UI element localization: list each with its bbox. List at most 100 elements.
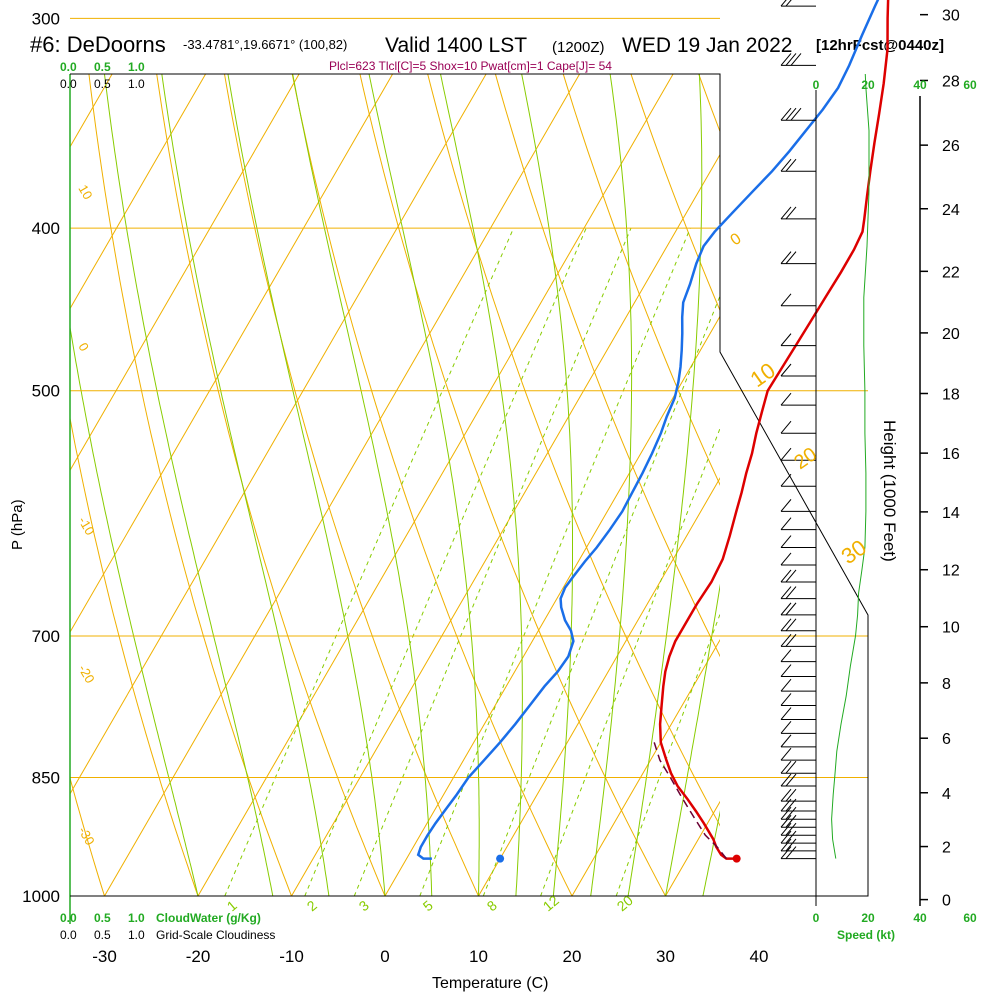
valid-time: Valid 1400 LST (385, 34, 527, 57)
isotherm--60 (70, 74, 300, 472)
wind-barb-flag-0-0 (780, 846, 792, 859)
wind-barb-flag-34-1 (785, 251, 797, 264)
height-tick-label-2: 2 (942, 840, 951, 857)
mixing-ratio-label-8: 8 (484, 897, 500, 914)
mixing-ratio-label-20: 20 (614, 892, 636, 914)
forecast-label: [12hrFcst@0440z] (816, 37, 944, 54)
moist-adiabat--6 (161, 74, 330, 896)
wind-barb-flag-36-1 (785, 158, 797, 172)
mixing-ratio-line-3 (353, 227, 632, 896)
cloudwater-tick-1-top: 0.5 (94, 60, 111, 74)
moist-adiabats (70, 74, 720, 896)
isobars (70, 17, 868, 897)
mixing-ratio-line-5 (419, 227, 691, 896)
moist-adiabat-26 (627, 74, 703, 896)
cloudiness-tick-2-top: 1.0 (128, 77, 145, 91)
wind-speed-tick-bottom-20: 20 (861, 911, 875, 925)
wind-barb-flag-39-1 (785, 0, 792, 7)
wind-barb-flag-21-0 (780, 586, 792, 599)
dry-adiabat--10 (88, 74, 292, 896)
surface-dewpoint-dot (496, 854, 505, 863)
wind-speed-tick-top-40: 40 (913, 78, 927, 92)
wind-barb-flag-3-0 (780, 822, 792, 836)
wind-barb-flag-37-1 (785, 107, 797, 121)
dry-adiabat-label-left-4: -30 (75, 824, 97, 848)
wind-speed-tick-bottom-60: 60 (963, 911, 977, 925)
wind-barb-flag-2-0 (780, 830, 792, 844)
dry-adiabat-50 (494, 74, 720, 658)
isotherm--20 (197, 74, 674, 896)
temperature-profile (658, 0, 890, 860)
wind-barb-flag-8-0 (780, 773, 792, 787)
dry-adiabat-60 (562, 74, 720, 486)
wind-barb-flag-22-0 (780, 569, 792, 583)
height-tick-label-26: 26 (942, 138, 960, 155)
height-tick-label-28: 28 (942, 73, 960, 90)
wind-barb-flag-15-0 (780, 678, 792, 692)
wind-barb-flag-14-0 (780, 693, 792, 706)
wind-barb-flag-4-0 (780, 814, 792, 828)
wind-barb-flag-12-0 (780, 721, 792, 734)
dry-adiabat-110 (815, 0, 1000, 896)
dry-adiabat-label-left-3: -20 (75, 662, 97, 686)
wind-speed-tick-top-20: 20 (861, 78, 875, 92)
moist-adiabat-5 (292, 74, 433, 896)
station-coords: -33.4781°,19.6671° (100,82) (183, 37, 347, 52)
moist-adiabat-10 (368, 74, 480, 896)
wind-barb-flag-8-1 (785, 773, 797, 787)
wind-barbs (780, 0, 816, 860)
sounding-profiles (416, 0, 890, 863)
dry-adiabat-10 (223, 74, 479, 896)
isotherm--90 (0, 74, 19, 896)
wind-barb-flag-19-0 (780, 618, 792, 632)
cloudiness-tick-2: 1.0 (128, 928, 145, 942)
wind-barb-flag-24-0 (780, 535, 792, 548)
wind-barb-flag-13-0 (780, 707, 792, 720)
height-tick-label-24: 24 (942, 202, 960, 219)
wind-barb-flag-7-1 (785, 788, 797, 802)
dry-adiabats (70, 0, 1000, 896)
isotherm--10 (291, 153, 720, 896)
dry-adiabat-40 (427, 74, 720, 827)
temperature-ticks: -30 -20 -10 0 10 20 30 40 (92, 947, 768, 966)
pressure-tick-1000: 1000 (22, 887, 60, 906)
isotherm-0 (384, 315, 720, 896)
dry-adiabat-label-right-0: 0 (728, 230, 745, 249)
mixing-ratio-lines (224, 227, 720, 896)
wind-barb-flag-10-0 (780, 747, 792, 761)
height-tick-label-4: 4 (942, 786, 951, 803)
wind-speed-line (831, 74, 870, 859)
height-tick-label-22: 22 (942, 264, 960, 281)
wind-barb-flag-20-1 (785, 602, 797, 616)
temp-tick-0: 0 (380, 947, 389, 966)
height-tick-label-14: 14 (942, 505, 960, 522)
height-tick-label-20: 20 (942, 326, 960, 343)
temp-tick-40: 40 (750, 947, 769, 966)
wind-barb-flag-7-0 (780, 788, 792, 802)
wind-speed-scale-top: 0 20 40 60 (813, 78, 977, 92)
mixing-ratio-line-1 (224, 227, 515, 896)
pressure-tick-500: 500 (32, 382, 60, 401)
wind-barb-flag-36-0 (780, 158, 792, 172)
wind-barb-flag-0-1 (785, 846, 797, 859)
wind-barb-flag-2-1 (785, 830, 797, 844)
cloudwater-tick-2: 1.0 (128, 911, 145, 925)
moist-adiabat-18 (521, 74, 573, 896)
wind-speed-tick-top-0: 0 (813, 78, 820, 92)
wind-speed-scale-bottom: 0 20 40 60 (813, 911, 977, 925)
mixing-ratio-labels: 1 2 3 5 8 12 20 (224, 892, 636, 914)
wind-barb-flag-21-1 (785, 586, 797, 599)
height-tick-label-18: 18 (942, 386, 960, 403)
valid-date: WED 19 Jan 2022 (622, 34, 792, 57)
cloudiness-tick-0: 0.0 (60, 928, 77, 942)
cloudwater-tick-0: 0.0 (60, 911, 77, 925)
plot-frame (70, 73, 869, 897)
wind-barb-flag-38-1 (785, 53, 797, 66)
dry-adiabat--20 (70, 415, 199, 896)
cloudiness-label: Grid-Scale Cloudiness (156, 928, 275, 942)
height-tick-label-10: 10 (942, 620, 960, 637)
height-tick-label-0: 0 (942, 893, 951, 910)
wind-barb-flag-34-0 (780, 251, 792, 264)
temp-tick--20: -20 (186, 947, 211, 966)
